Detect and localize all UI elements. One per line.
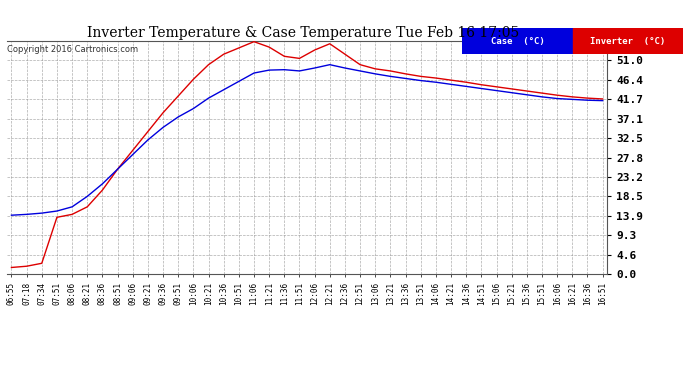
- Text: Inverter Temperature & Case Temperature Tue Feb 16 17:05: Inverter Temperature & Case Temperature …: [88, 26, 520, 40]
- Bar: [462, 28, 573, 54]
- Text: Copyright 2016 Cartronics.com: Copyright 2016 Cartronics.com: [7, 45, 138, 54]
- Text: Inverter  (°C): Inverter (°C): [590, 37, 666, 46]
- Text: Case  (°C): Case (°C): [491, 37, 544, 46]
- Bar: [573, 28, 683, 54]
